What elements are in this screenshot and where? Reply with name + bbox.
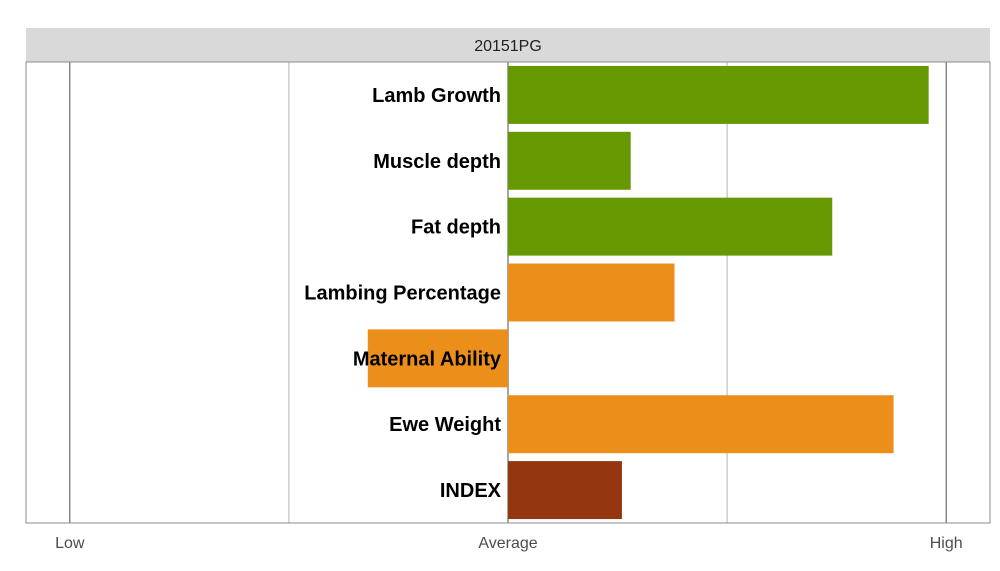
facet-strip — [26, 28, 990, 62]
bar — [508, 197, 833, 256]
facet-strip-title: 20151PG — [474, 38, 542, 55]
x-tick-label: Low — [55, 535, 85, 552]
panel-border — [25, 61, 991, 524]
bar — [508, 131, 631, 190]
bar — [508, 263, 675, 322]
bar-label: Fat depth — [411, 217, 501, 239]
x-tick-label: High — [930, 535, 963, 552]
bar — [367, 329, 508, 388]
bar-label: Muscle depth — [373, 151, 501, 173]
bar — [508, 65, 929, 124]
bar-label: Maternal Ability — [353, 348, 502, 370]
bar — [508, 395, 894, 454]
bar-labels: Lamb Growth Muscle depth Fat depth Lambing … — [304, 85, 502, 502]
x-axis-tick-labels: Low Average High — [55, 535, 962, 552]
bar — [508, 461, 622, 520]
bar-label: Ewe Weight — [389, 414, 501, 436]
bars — [367, 65, 929, 520]
bar-label: Lamb Growth — [372, 85, 501, 107]
bar-label: INDEX — [440, 480, 502, 502]
bar-label: Lambing Percentage — [304, 283, 501, 305]
x-tick-label: Average — [478, 535, 537, 552]
